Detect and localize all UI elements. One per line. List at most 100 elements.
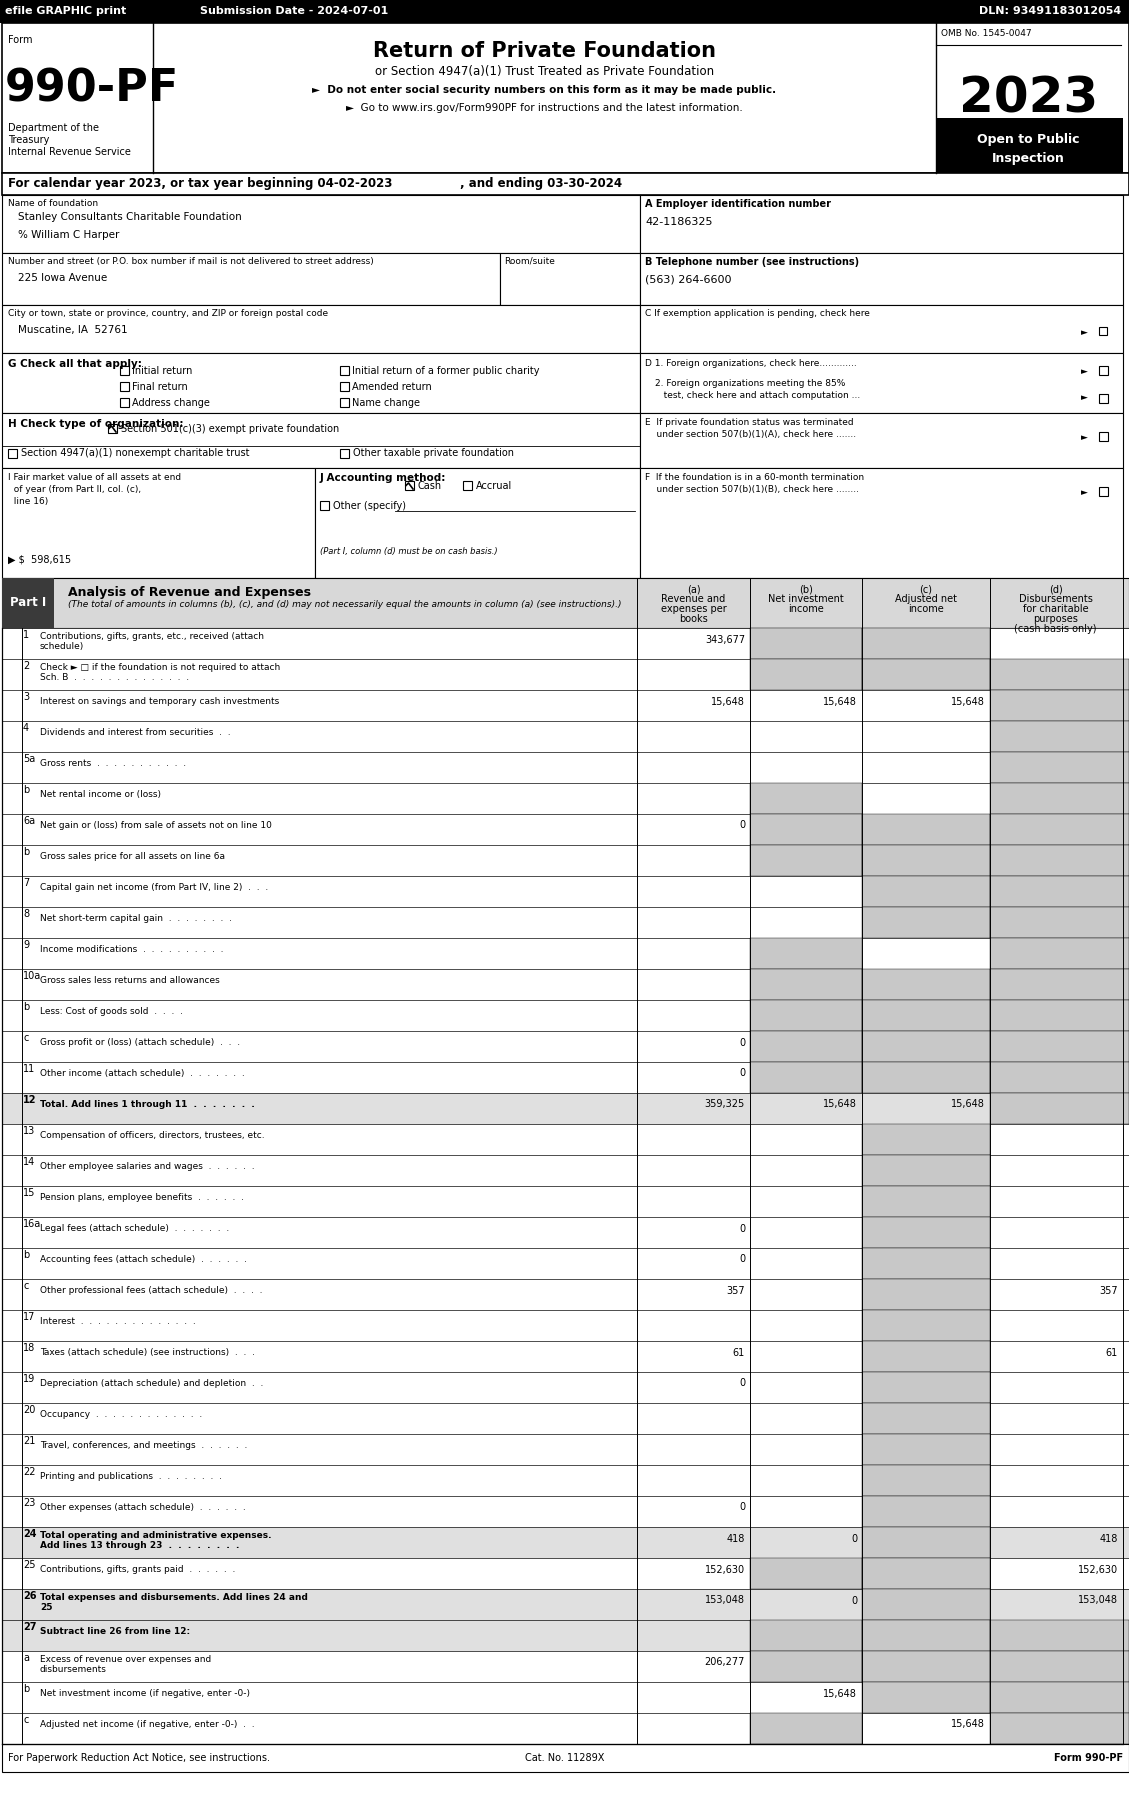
Bar	[2, 969, 1129, 1000]
Bar	[108, 424, 117, 433]
Text: 0: 0	[738, 1503, 745, 1512]
Text: 27: 27	[23, 1622, 36, 1633]
Text: Other income (attach schedule)  .  .  .  .  .  .  .: Other income (attach schedule) . . . . .…	[40, 1070, 245, 1079]
Bar	[2, 1589, 1129, 1620]
Bar	[2, 1372, 1129, 1402]
Bar	[2, 814, 1129, 845]
Text: Net investment: Net investment	[768, 593, 843, 604]
Bar	[463, 482, 472, 491]
Text: Other expenses (attach schedule)  .  .  .  .  .  .: Other expenses (attach schedule) . . . .…	[40, 1503, 246, 1512]
Bar	[2, 1311, 1129, 1341]
Bar	[990, 814, 1129, 845]
Bar	[120, 367, 129, 376]
Text: Gross sales less returns and allowances: Gross sales less returns and allowances	[40, 976, 220, 985]
Bar	[2, 906, 1129, 939]
Bar	[320, 502, 329, 511]
Bar	[750, 1651, 863, 1681]
Bar	[990, 969, 1129, 1000]
Text: For calendar year 2023, or tax year beginning 04-02-2023: For calendar year 2023, or tax year begi…	[8, 178, 393, 191]
Text: 4: 4	[23, 723, 29, 734]
Text: E  If private foundation status was terminated: E If private foundation status was termi…	[645, 417, 854, 426]
Text: 22: 22	[23, 1467, 35, 1476]
Text: 23: 23	[23, 1498, 35, 1509]
Text: G Check all that apply:: G Check all that apply:	[8, 360, 142, 369]
Bar	[2, 254, 500, 306]
Text: ►: ►	[1080, 367, 1088, 376]
Text: Interest  .  .  .  .  .  .  .  .  .  .  .  .  .  .: Interest . . . . . . . . . . . . . .	[40, 1316, 195, 1325]
Text: , and ending 03-30-2024: , and ending 03-30-2024	[460, 178, 622, 191]
Bar	[340, 367, 349, 376]
Bar	[990, 782, 1129, 814]
Text: Taxes (attach schedule) (see instructions)  .  .  .: Taxes (attach schedule) (see instruction…	[40, 1348, 255, 1357]
Text: for charitable: for charitable	[1023, 604, 1088, 613]
Bar	[340, 381, 349, 390]
Text: 359,325: 359,325	[704, 1100, 745, 1109]
Bar	[863, 1527, 990, 1559]
Bar	[863, 1402, 990, 1435]
Text: of year (from Part II, col. (c),: of year (from Part II, col. (c),	[8, 485, 141, 494]
Text: ►: ►	[1080, 394, 1088, 403]
Text: % William C Harper: % William C Harper	[18, 230, 120, 239]
Text: 21: 21	[23, 1437, 35, 1446]
Text: Open to Public: Open to Public	[978, 133, 1079, 146]
Bar	[750, 969, 863, 1000]
Bar	[750, 845, 863, 876]
Bar	[2, 660, 1129, 690]
Text: under section 507(b)(1)(A), check here .......: under section 507(b)(1)(A), check here .…	[645, 430, 856, 439]
Bar	[120, 397, 129, 406]
Text: or Section 4947(a)(1) Trust Treated as Private Foundation: or Section 4947(a)(1) Trust Treated as P…	[375, 65, 714, 77]
Text: Printing and publications  .  .  .  .  .  .  .  .: Printing and publications . . . . . . . …	[40, 1473, 222, 1482]
Text: Income modifications  .  .  .  .  .  .  .  .  .  .: Income modifications . . . . . . . . . .	[40, 946, 224, 955]
Text: Amended return: Amended return	[352, 381, 431, 392]
Text: Form 990-PF: Form 990-PF	[1053, 1753, 1123, 1764]
Text: (a): (a)	[686, 584, 700, 593]
Text: Operating and Administrative Expenses: Operating and Administrative Expenses	[0, 1348, 1, 1519]
Text: Check ► □ if the foundation is not required to attach: Check ► □ if the foundation is not requi…	[40, 663, 280, 672]
Text: 9: 9	[23, 940, 29, 949]
Bar	[2, 467, 315, 577]
Text: Gross rents  .  .  .  .  .  .  .  .  .  .  .: Gross rents . . . . . . . . . . .	[40, 759, 186, 768]
Text: 42-1186325: 42-1186325	[645, 218, 712, 227]
Text: 18: 18	[23, 1343, 35, 1354]
Text: B Telephone number (see instructions): B Telephone number (see instructions)	[645, 257, 859, 266]
Text: expenses per: expenses per	[660, 604, 726, 613]
Bar	[2, 414, 640, 467]
Bar	[2, 1093, 1129, 1124]
Text: Adjusted net income (if negative, enter -0-)  .  .: Adjusted net income (if negative, enter …	[40, 1721, 255, 1730]
Text: Cash: Cash	[417, 482, 441, 491]
Text: 61: 61	[733, 1347, 745, 1357]
Text: Section 501(c)(3) exempt private foundation: Section 501(c)(3) exempt private foundat…	[121, 424, 339, 433]
Bar	[2, 1527, 1129, 1559]
Text: 357: 357	[1100, 1286, 1118, 1296]
Bar	[990, 1620, 1129, 1651]
Bar	[2, 306, 640, 352]
Text: Cat. No. 11289X: Cat. No. 11289X	[525, 1753, 604, 1764]
Bar	[863, 876, 990, 906]
Text: I Fair market value of all assets at end: I Fair market value of all assets at end	[8, 473, 181, 482]
Text: 0: 0	[738, 1255, 745, 1264]
Text: c: c	[23, 1034, 28, 1043]
Text: (cash basis only): (cash basis only)	[1014, 624, 1096, 635]
Bar	[990, 1000, 1129, 1030]
Text: Analysis of Revenue and Expenses: Analysis of Revenue and Expenses	[68, 586, 310, 599]
Text: efile GRAPHIC print: efile GRAPHIC print	[5, 7, 126, 16]
Bar	[2, 1435, 1129, 1465]
Text: 990-PF: 990-PF	[5, 68, 180, 111]
Text: J Accounting method:: J Accounting method:	[320, 473, 446, 484]
Bar	[640, 194, 1123, 254]
Text: Gross profit or (loss) (attach schedule)  .  .  .: Gross profit or (loss) (attach schedule)…	[40, 1037, 240, 1046]
Bar	[863, 1000, 990, 1030]
Bar	[863, 1030, 990, 1063]
Bar	[640, 254, 1123, 306]
Bar	[863, 1589, 990, 1620]
Text: DLN: 93491183012054: DLN: 93491183012054	[979, 7, 1121, 16]
Bar	[750, 660, 863, 690]
Text: Disbursements: Disbursements	[1018, 593, 1093, 604]
Text: Capital gain net income (from Part IV, line 2)  .  .  .: Capital gain net income (from Part IV, l…	[40, 883, 269, 892]
Bar	[863, 1341, 990, 1372]
Bar	[863, 1063, 990, 1093]
Text: 225 Iowa Avenue: 225 Iowa Avenue	[18, 273, 107, 282]
Text: Total operating and administrative expenses.: Total operating and administrative expen…	[40, 1532, 271, 1541]
Text: Treasury: Treasury	[8, 135, 50, 146]
Text: 2. Foreign organizations meeting the 85%: 2. Foreign organizations meeting the 85%	[655, 379, 846, 388]
